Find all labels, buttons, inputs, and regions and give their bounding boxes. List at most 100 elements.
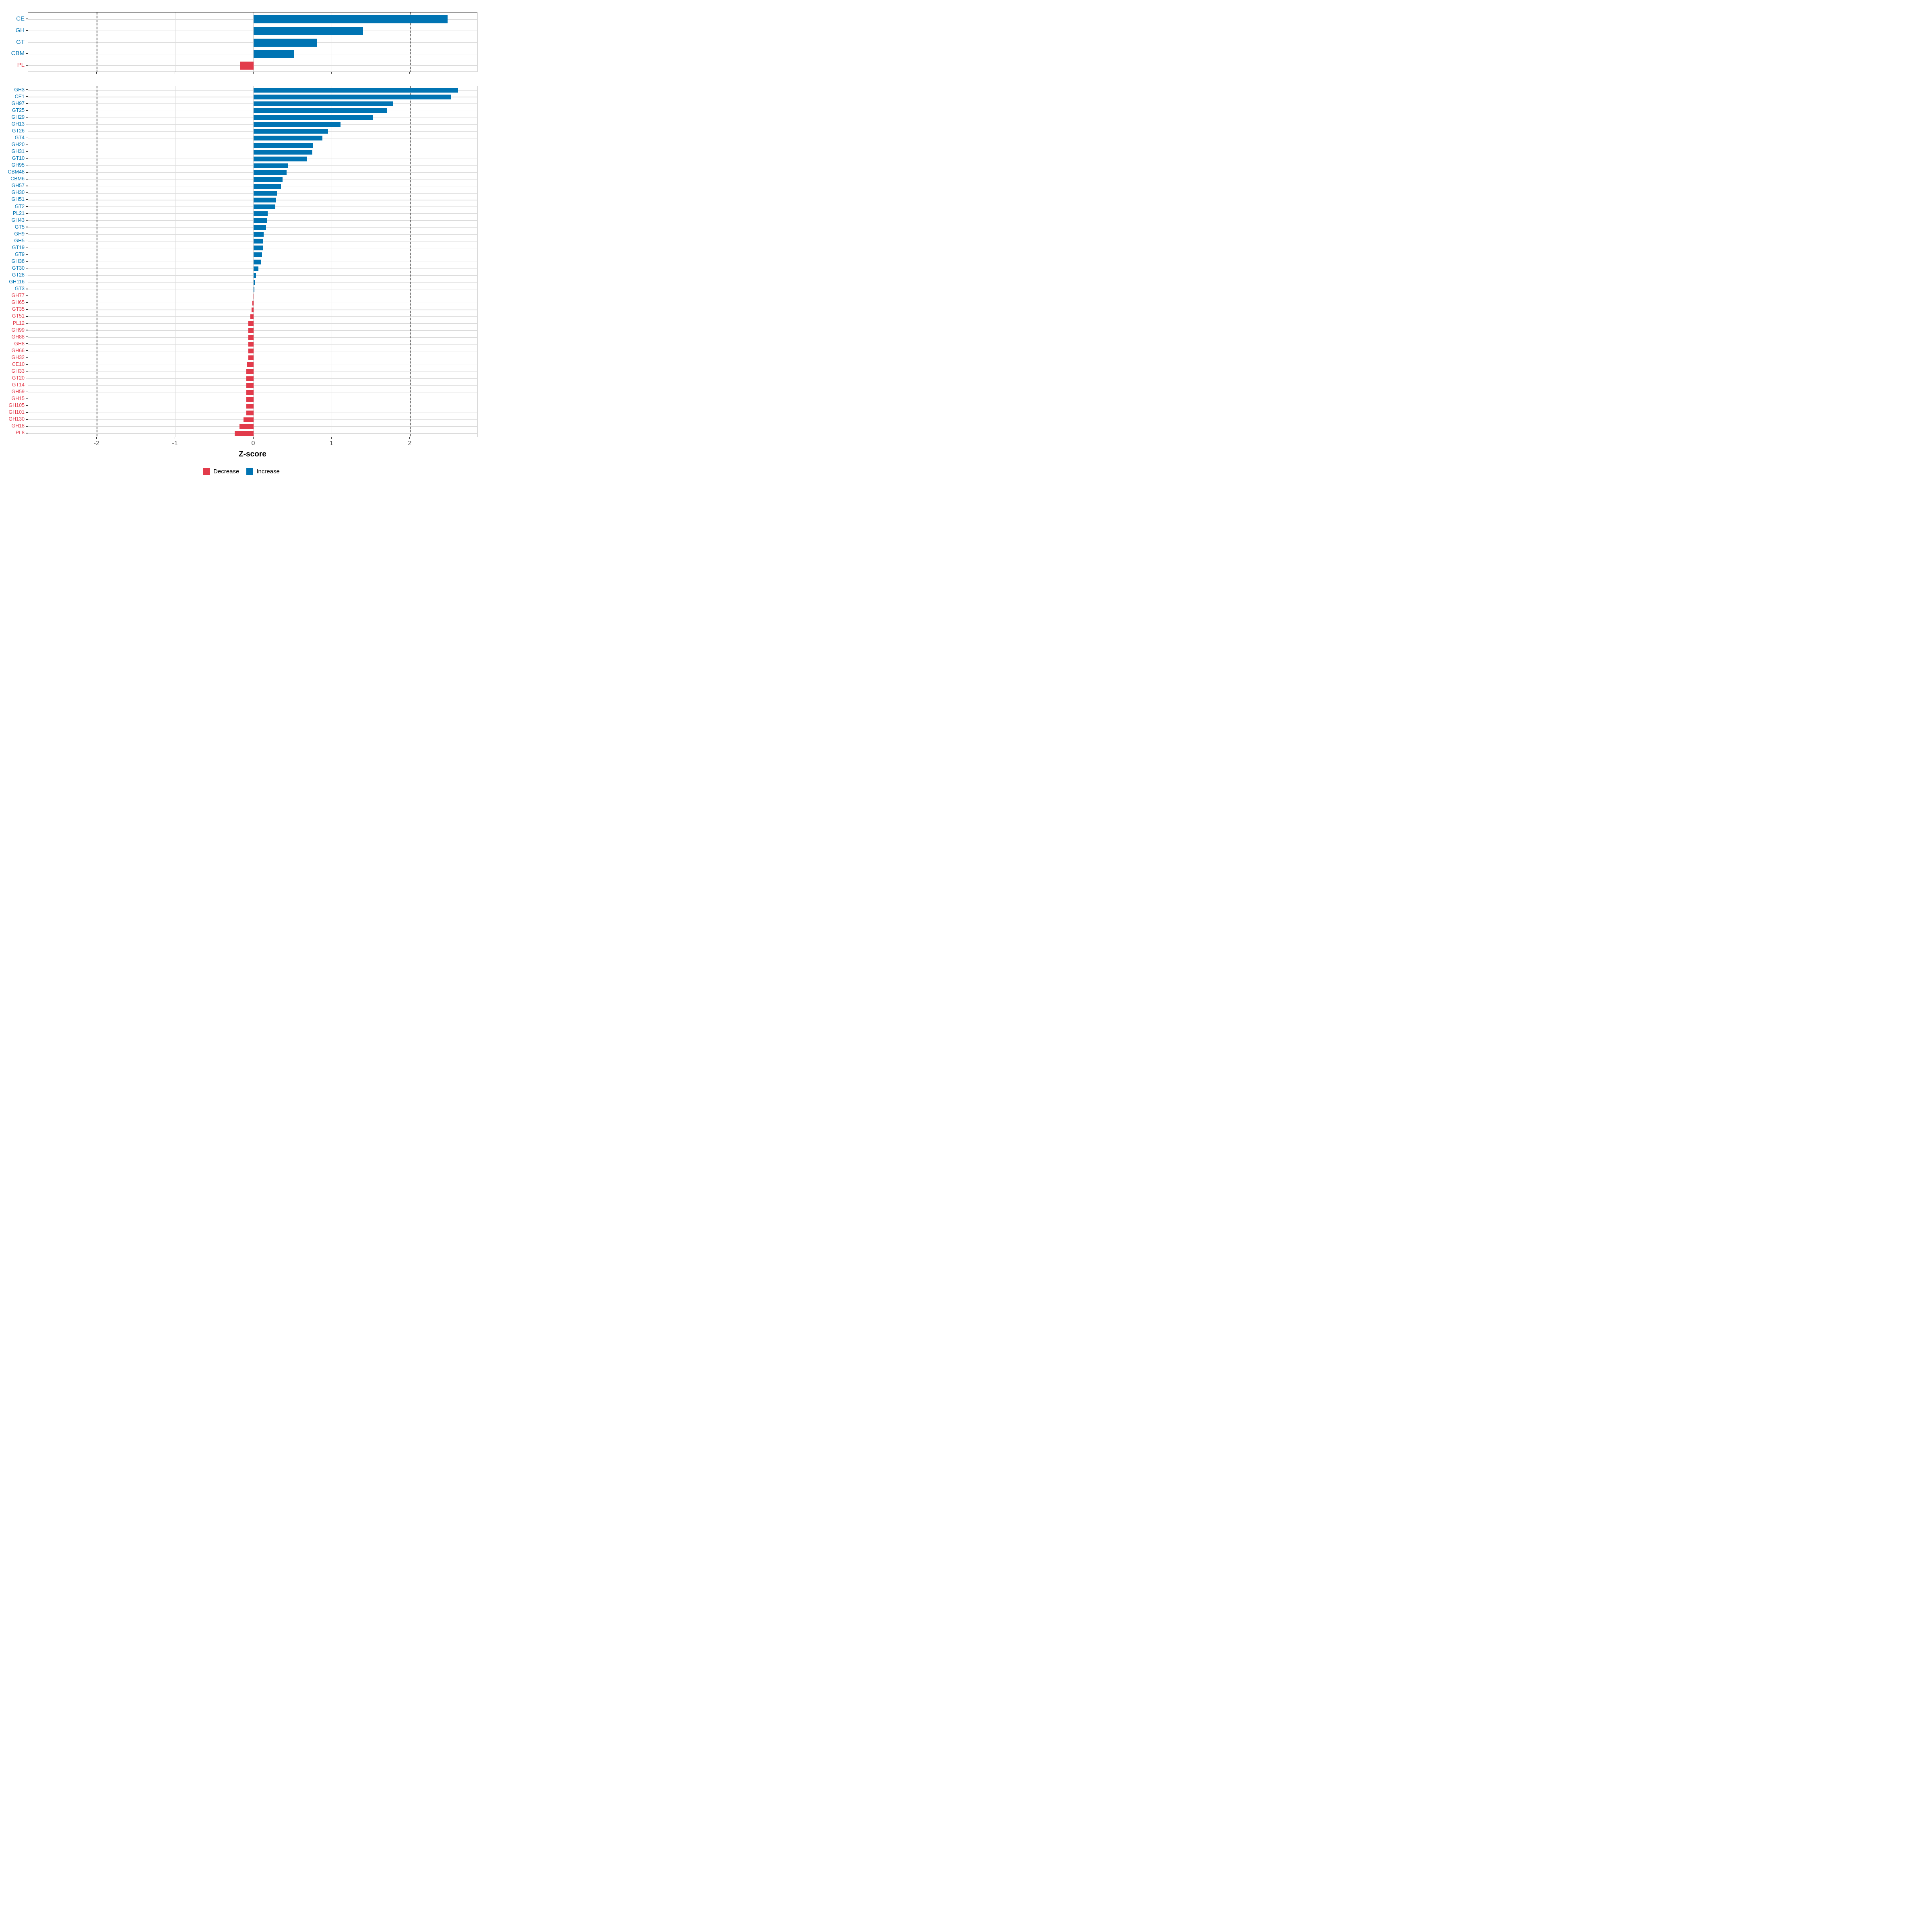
legend-swatch-increase <box>246 468 254 475</box>
y-tick <box>26 89 28 90</box>
y-label-GH38: GH38 <box>11 258 25 264</box>
y-label-CBM: CBM <box>11 50 25 57</box>
bar-PL12 <box>248 321 254 326</box>
bar-GH9 <box>254 232 264 237</box>
y-label-GT10: GT10 <box>12 155 25 161</box>
bar-GH15 <box>246 396 254 402</box>
y-tick <box>26 41 28 43</box>
bar-CBM6 <box>254 177 283 182</box>
y-tick <box>26 233 28 235</box>
x-tick <box>96 437 97 439</box>
bar-GH57 <box>254 184 281 189</box>
bar-GT9 <box>254 252 262 258</box>
panel-bottom <box>28 86 477 437</box>
y-label-GT4: GT4 <box>14 134 25 140</box>
x-tick <box>331 437 332 439</box>
y-label-GH9: GH9 <box>14 231 25 237</box>
legend: Decrease Increase <box>0 468 483 475</box>
y-tick <box>26 419 28 420</box>
bar-GT26 <box>254 129 328 134</box>
bar-GH97 <box>254 101 393 107</box>
bar-CE10 <box>247 362 254 367</box>
bar-GH38 <box>254 259 261 264</box>
legend-label-decrease: Decrease <box>213 468 239 475</box>
y-tick <box>26 158 28 159</box>
bar-GH29 <box>254 115 373 120</box>
y-tick <box>26 96 28 97</box>
y-label-PL: PL <box>17 62 25 69</box>
y-tick <box>26 323 28 324</box>
gridline-h <box>28 172 477 173</box>
y-label-GT19: GT19 <box>12 244 25 250</box>
y-tick <box>26 412 28 413</box>
y-label-GT25: GT25 <box>12 107 25 113</box>
bar-GH59 <box>246 390 254 395</box>
bar-GT5 <box>254 225 266 230</box>
bar-GT35 <box>251 307 254 312</box>
y-label-GT26: GT26 <box>12 128 25 134</box>
gridline-h <box>28 206 477 207</box>
bar-GT25 <box>254 108 387 114</box>
y-tick <box>26 254 28 255</box>
bar-GH5 <box>254 239 263 244</box>
y-label-GH13: GH13 <box>11 121 25 127</box>
y-tick <box>26 220 28 221</box>
y-tick <box>26 295 28 296</box>
y-label-GT28: GT28 <box>12 272 25 278</box>
x-tick <box>409 437 410 439</box>
y-label-GH15: GH15 <box>11 396 25 402</box>
y-tick <box>26 343 28 344</box>
gridline-h <box>28 241 477 242</box>
bar-GH130 <box>244 417 254 422</box>
x-tick <box>331 72 332 74</box>
y-label-GH30: GH30 <box>11 190 25 196</box>
y-label-GH51: GH51 <box>11 196 25 202</box>
y-label-GT: GT <box>16 38 25 45</box>
y-label-GT30: GT30 <box>12 265 25 271</box>
y-label-GH130: GH130 <box>8 416 25 422</box>
y-tick <box>26 378 28 379</box>
bar-GH101 <box>246 410 254 415</box>
bar-CBM48 <box>254 170 287 175</box>
x-tick <box>253 72 254 74</box>
bar-GH88 <box>248 335 254 340</box>
y-label-GT51: GT51 <box>12 313 25 319</box>
y-tick <box>26 384 28 386</box>
y-tick <box>26 364 28 365</box>
y-label-GH31: GH31 <box>11 149 25 155</box>
bar-GH8 <box>248 342 254 347</box>
gridline-h <box>28 282 477 283</box>
gridline-h <box>28 124 477 125</box>
y-tick <box>26 350 28 351</box>
gridline-v <box>253 12 254 72</box>
y-label-CE1: CE1 <box>14 93 25 99</box>
bar-GT28 <box>254 273 256 278</box>
y-tick <box>26 275 28 276</box>
y-label-GH88: GH88 <box>11 334 25 340</box>
dashed-guide-line <box>410 86 411 437</box>
y-label-GH8: GH8 <box>14 341 25 347</box>
y-tick <box>26 268 28 269</box>
bar-GT19 <box>254 246 263 251</box>
y-tick <box>26 103 28 104</box>
bar-PL21 <box>254 211 268 217</box>
y-tick <box>26 302 28 303</box>
y-label-GH5: GH5 <box>14 237 25 244</box>
y-label-GT35: GT35 <box>12 306 25 312</box>
bar-CE <box>254 15 448 23</box>
gridline-h <box>28 220 477 221</box>
y-tick <box>26 398 28 399</box>
y-tick <box>26 426 28 427</box>
y-tick <box>26 65 28 66</box>
y-label-CE10: CE10 <box>12 361 25 367</box>
y-label-GH65: GH65 <box>11 299 25 305</box>
y-tick <box>26 144 28 145</box>
y-tick <box>26 281 28 283</box>
bar-GH116 <box>254 280 255 285</box>
y-label-GH77: GH77 <box>11 293 25 299</box>
bar-GH30 <box>254 190 277 196</box>
gridline-v <box>253 86 254 437</box>
x-tick <box>409 72 410 74</box>
panel-top <box>28 12 477 72</box>
bar-GH31 <box>254 149 312 155</box>
